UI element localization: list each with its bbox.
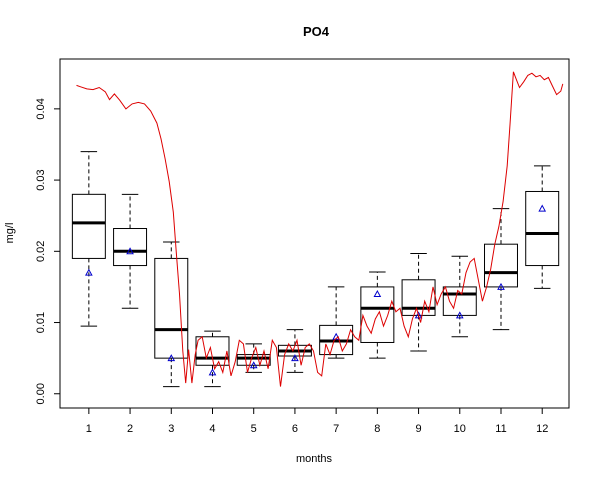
- box-body: [360, 286, 395, 343]
- x-tick-label: 9: [416, 423, 422, 435]
- x-tick-label: 6: [292, 423, 298, 435]
- box-month-10: [442, 255, 477, 338]
- x-axis-label: months: [296, 453, 333, 465]
- mean-marker-triangle: [126, 247, 134, 255]
- box-month-2: [113, 193, 148, 309]
- y-tick-label: 0.01: [35, 312, 47, 333]
- boxes: [71, 151, 560, 388]
- box-month-1: [71, 151, 106, 327]
- x-tick-label: 1: [86, 423, 92, 435]
- red-series-line: [76, 71, 564, 387]
- mean-marker-triangle: [373, 289, 382, 298]
- box-body: [195, 336, 230, 366]
- mean-marker-triangle: [291, 354, 299, 362]
- x-tick-label: 7: [333, 423, 339, 435]
- box-body: [401, 279, 436, 316]
- mean-marker-triangle: [85, 268, 93, 276]
- x-tick-label: 10: [454, 423, 466, 435]
- x-tick-label: 4: [209, 423, 215, 435]
- box-body: [525, 190, 560, 267]
- y-tick-label: 0.03: [35, 169, 47, 190]
- x-tick-label: 5: [251, 423, 257, 435]
- x-tick-label: 12: [536, 423, 548, 435]
- box-month-11: [484, 208, 518, 331]
- mean-marker-triangle: [249, 361, 258, 369]
- mean-marker-triangle: [455, 311, 464, 319]
- box-body: [236, 354, 271, 366]
- mean-marker-triangle: [167, 354, 176, 362]
- mean-marker-triangle: [414, 311, 423, 319]
- y-axis-label: mg/l: [4, 223, 16, 244]
- box-body: [154, 257, 189, 359]
- y-axis: 0.00 0.01 0.02 0.03 0.04: [35, 98, 61, 404]
- mean-marker-triangle: [332, 332, 340, 340]
- box-month-6: [277, 329, 312, 373]
- y-tick-label: 0.00: [35, 383, 47, 404]
- box-body: [71, 193, 106, 259]
- box-month-7: [319, 286, 354, 359]
- box-body: [442, 286, 477, 316]
- y-tick-label: 0.02: [35, 241, 47, 262]
- x-tick-label: 11: [495, 423, 506, 435]
- x-tick-label: 3: [168, 423, 174, 435]
- y-tick-label: 0.04: [35, 98, 47, 119]
- x-tick-label: 8: [374, 423, 380, 435]
- x-axis: 1 2 3 4 5 6 7 8 9 10 11 12: [86, 407, 548, 435]
- box-month-12: [525, 165, 560, 289]
- box-body: [484, 243, 518, 288]
- box-month-3: [154, 241, 189, 388]
- mean-marker-triangle: [208, 368, 217, 376]
- red-line-layer: [76, 71, 564, 387]
- box-month-8: [360, 271, 395, 359]
- box-body: [113, 228, 148, 267]
- mean-marker-triangle: [538, 204, 547, 212]
- mean-marker-triangle: [497, 282, 505, 290]
- x-tick-label: 2: [127, 423, 133, 435]
- chart-title: PO4: [303, 24, 330, 39]
